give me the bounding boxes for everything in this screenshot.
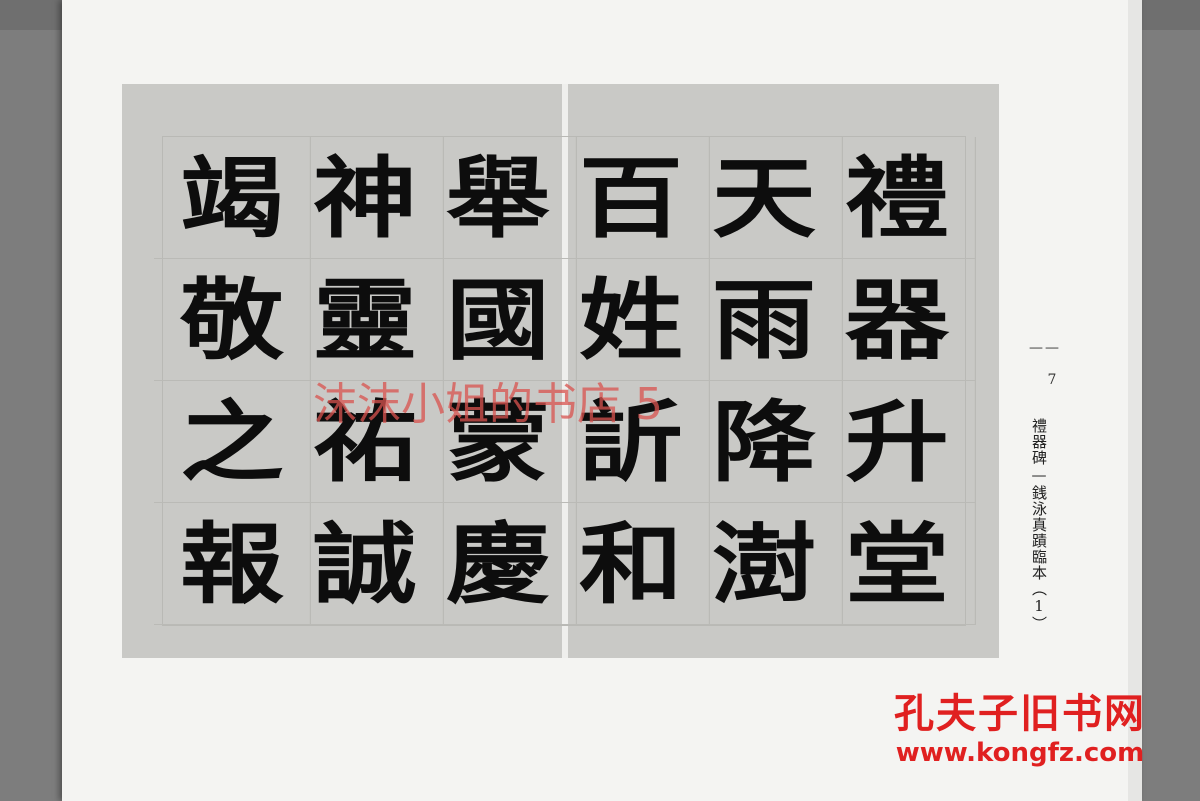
character-cell: 敬 bbox=[154, 259, 311, 381]
character-cell: 祐 bbox=[287, 381, 444, 503]
site-watermark-url: www.kongfz.com bbox=[895, 738, 1145, 768]
character-cell: 竭 bbox=[154, 137, 311, 259]
character-cell: 和 bbox=[553, 503, 710, 625]
shop-watermark: 沫沫小姐的书店 5 bbox=[313, 379, 663, 430]
character-cell: 雨 bbox=[686, 259, 843, 381]
site-watermark-name: 孔夫子旧书网 bbox=[894, 691, 1146, 737]
character-cell: 升 bbox=[819, 381, 976, 503]
page-edge bbox=[1128, 0, 1142, 801]
character-cell: 器 bbox=[819, 259, 976, 381]
character-cell: 姓 bbox=[553, 259, 710, 381]
character-cell: 天 bbox=[686, 137, 843, 259]
calligraphy-grid: 禮 器 升 堂 天 雨 降 澍 百 姓 訢 和 舉 國 蒙 慶 神 靈 祐 誠 … bbox=[154, 136, 976, 626]
character-cell: 國 bbox=[420, 259, 577, 381]
calligraphy-plate bbox=[122, 84, 999, 658]
character-cell: 澍 bbox=[686, 503, 843, 625]
page-number: — 7 — bbox=[1028, 340, 1060, 388]
character-cell: 舉 bbox=[420, 137, 577, 259]
character-cell: 慶 bbox=[420, 503, 577, 625]
plate-caption: 禮器碑—銭泳真蹟臨本（1） bbox=[1030, 418, 1048, 632]
character-cell: 之 bbox=[154, 381, 311, 503]
character-cell: 訢 bbox=[553, 381, 710, 503]
character-cell: 堂 bbox=[819, 503, 976, 625]
character-cell: 報 bbox=[154, 503, 311, 625]
character-cell: 降 bbox=[686, 381, 843, 503]
plate-gutter bbox=[562, 84, 568, 658]
character-cell: 神 bbox=[287, 137, 444, 259]
site-watermark: 孔夫子旧书网 www.kongfz.com bbox=[870, 690, 1170, 768]
character-cell: 禮 bbox=[819, 137, 976, 259]
character-cell: 百 bbox=[553, 137, 710, 259]
character-cell: 蒙 bbox=[420, 381, 577, 503]
character-cell: 誠 bbox=[287, 503, 444, 625]
character-cell: 靈 bbox=[287, 259, 444, 381]
